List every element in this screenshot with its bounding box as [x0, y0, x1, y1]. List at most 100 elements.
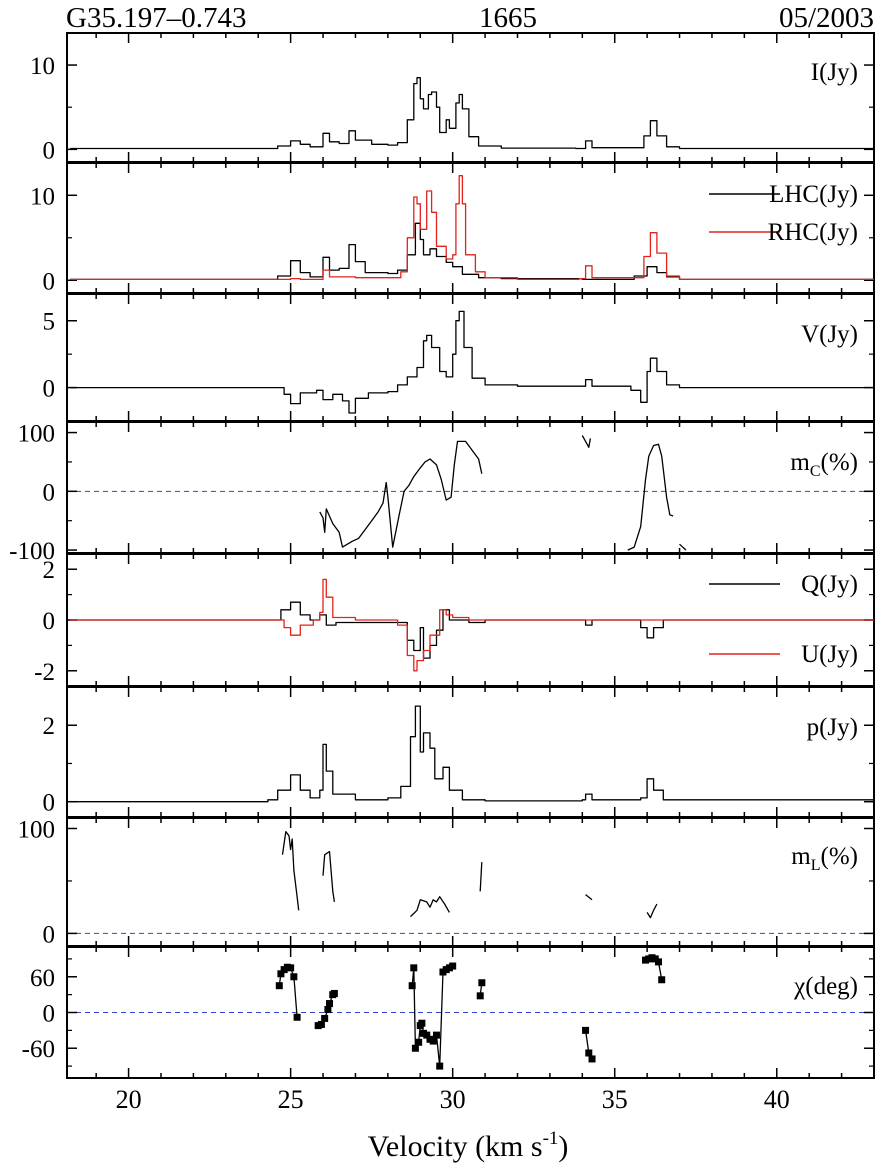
- data-point-marker: [476, 992, 484, 1000]
- x-tick-label: 30: [440, 1085, 466, 1114]
- x-tick-label: 40: [764, 1085, 790, 1114]
- panel-mL: 0 100 mL(%): [18, 816, 875, 948]
- header-frequency: 1665: [479, 2, 537, 34]
- data-point-marker: [415, 1038, 423, 1046]
- panel-V: 0 5 V(Jy): [43, 293, 875, 422]
- panel-label-mL: mL(%): [791, 843, 858, 874]
- x-axis: 20 25 30 35 40: [116, 1085, 790, 1114]
- panel-label-tail: (%): [821, 843, 858, 870]
- data-point-marker: [324, 1006, 332, 1014]
- panel-label-subscript: C: [810, 463, 821, 480]
- data-point-marker: [287, 964, 295, 972]
- data-point-marker: [330, 989, 338, 997]
- x-axis-title-unit-exponent: -1: [543, 1128, 559, 1149]
- panel-LR-series: [70, 175, 874, 281]
- data-point-marker: [321, 1014, 329, 1022]
- data-point-marker: [408, 982, 416, 990]
- data-point-marker: [326, 1000, 334, 1008]
- panel-p: 0 2 p(Jy): [43, 686, 875, 818]
- data-point-marker: [317, 1020, 325, 1028]
- panel-label-I: I(Jy): [811, 59, 858, 86]
- series-line-mL-0-0: [281, 830, 300, 911]
- y-tick-label: 0: [43, 1001, 56, 1028]
- y-tick-label: 100: [18, 421, 56, 448]
- series-line-mc-0-2: [627, 443, 674, 551]
- y-tick-label: 0: [43, 790, 56, 817]
- panel-label-p: p(Jy): [807, 714, 858, 741]
- y-tick-label: -60: [22, 1036, 55, 1063]
- panel-I-series: [70, 77, 874, 150]
- panel-label-subscript: L: [811, 857, 821, 874]
- panel-mc-series: [319, 435, 687, 551]
- panel-chi: -60 0 60 χ(deg): [22, 946, 875, 1079]
- y-tick-label: 2: [43, 713, 56, 740]
- series-line-mc-0-3: [679, 543, 687, 551]
- data-point-marker: [654, 958, 662, 966]
- panel-label-mc: mC(%): [790, 449, 858, 480]
- x-axis-title-close: ): [558, 1130, 568, 1163]
- y-tick-label: -2: [34, 659, 55, 686]
- panel-I: 0 10 I(Jy): [30, 32, 875, 164]
- x-tick-label: 20: [116, 1085, 142, 1114]
- y-tick-label: 0: [43, 479, 56, 506]
- panel-frame: [66, 162, 875, 294]
- panel-LR: 0 10 LHC(Jy) RHC(Jy): [30, 162, 875, 295]
- y-tick-label: 60: [30, 965, 55, 992]
- panel-QU-series: [70, 578, 874, 672]
- x-axis-title-main: Velocity (km s: [368, 1130, 543, 1163]
- panel-QU: -2 0 2 Q(Jy) U(Jy): [34, 553, 875, 687]
- panel-frame: [66, 817, 875, 947]
- panel-label-main: m: [791, 843, 811, 870]
- data-point-marker: [277, 970, 285, 978]
- x-axis-title: Velocity (km s-1): [368, 1128, 569, 1163]
- header-date: 05/2003: [779, 2, 874, 34]
- legend-label: Q(Jy): [801, 571, 858, 598]
- data-point-marker: [423, 1031, 431, 1039]
- series-line-mL-0-1: [322, 850, 336, 902]
- y-tick-label: 2: [43, 557, 56, 584]
- series-line-p-0-0: [70, 705, 874, 803]
- data-point-marker: [588, 1055, 596, 1063]
- panel-frame: [66, 686, 875, 818]
- data-point-marker: [293, 1013, 301, 1021]
- series-line-QU-1-0: [70, 578, 874, 672]
- data-point-marker: [585, 1049, 593, 1057]
- series-line-mL-0-3: [479, 862, 483, 892]
- panel-p-series: [70, 705, 874, 803]
- y-tick-label: 0: [43, 137, 56, 164]
- y-tick-label: 0: [43, 608, 56, 635]
- data-point-marker: [582, 1026, 590, 1034]
- panel-frame: [66, 293, 875, 422]
- panel-frame: [66, 32, 875, 163]
- data-point-marker: [418, 1019, 426, 1027]
- panel-label-V: V(Jy): [801, 321, 858, 348]
- panel-label-chi: χ(deg): [793, 973, 858, 1000]
- series-line-mL-0-5: [646, 903, 658, 919]
- data-point-marker: [429, 1037, 437, 1045]
- series-line-mc-0-1: [581, 435, 592, 448]
- series-line-QU-0-0: [70, 601, 874, 659]
- data-point-marker: [290, 973, 298, 981]
- data-point-marker: [449, 962, 457, 970]
- y-tick-label: 0: [43, 376, 56, 403]
- series-line-I-0-0: [70, 77, 874, 150]
- panel-mc: -100 0 100 mC(%): [9, 421, 875, 565]
- series-line-mL-0-4: [585, 894, 593, 901]
- data-point-marker: [410, 964, 418, 972]
- data-point-marker: [478, 979, 486, 987]
- panel-label-tail: (%): [821, 449, 858, 476]
- panel-mL-series: [281, 830, 658, 919]
- series-line-mc-0-0: [319, 440, 483, 548]
- y-tick-label: 0: [43, 268, 56, 295]
- panel-V-series: [70, 310, 874, 414]
- panel-label-main: m: [790, 449, 810, 476]
- y-tick-label: -100: [9, 538, 55, 565]
- x-tick-label: 35: [602, 1085, 628, 1114]
- data-point-marker: [411, 1044, 419, 1052]
- series-line-V-0-0: [70, 310, 874, 414]
- x-tick-label: 25: [278, 1085, 304, 1114]
- data-point-marker: [432, 1031, 440, 1039]
- legend-label: U(Jy): [801, 641, 858, 668]
- panels-layer: 010 I(Jy)010 LHC(Jy)RHC(Jy)05 V(Jy)-1000100…: [9, 32, 875, 1079]
